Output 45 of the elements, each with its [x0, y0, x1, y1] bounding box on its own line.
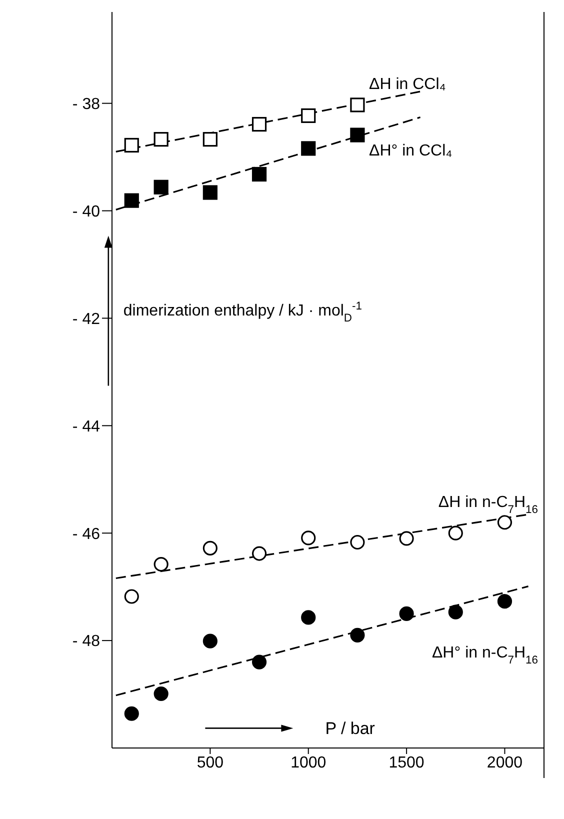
point	[252, 116, 267, 132]
point	[202, 185, 218, 200]
point	[202, 634, 218, 648]
y-tick-label: - 48	[72, 633, 100, 650]
point	[497, 515, 512, 530]
point	[202, 132, 218, 147]
x-tick-label: 1500	[388, 754, 424, 772]
x-axis-title: P / bar	[325, 719, 376, 738]
point	[252, 546, 267, 561]
point	[124, 138, 139, 153]
x-tick-label: 1000	[290, 754, 326, 772]
point	[301, 530, 316, 546]
series-label: ΔH° in CCl₄	[369, 142, 452, 160]
point	[154, 686, 168, 702]
point	[350, 98, 365, 112]
point	[350, 628, 365, 642]
point	[154, 132, 168, 147]
point	[252, 166, 267, 182]
point	[124, 706, 139, 721]
point	[154, 556, 168, 572]
point	[154, 180, 168, 194]
point	[350, 128, 365, 142]
point	[301, 108, 316, 123]
x-tick-label: 2000	[486, 754, 523, 772]
point	[124, 589, 139, 604]
y-tick-label: - 46	[72, 526, 100, 543]
y-tick-label: - 44	[72, 418, 100, 436]
point	[252, 654, 267, 670]
point	[448, 604, 463, 620]
point	[202, 540, 218, 556]
y-tick-label: - 42	[72, 310, 100, 328]
x-tick-label: 500	[196, 754, 224, 772]
point	[399, 531, 414, 546]
point	[448, 526, 463, 540]
point	[301, 610, 316, 625]
point	[350, 534, 365, 550]
point	[124, 193, 139, 208]
point	[497, 594, 512, 609]
y-tick-label: - 38	[72, 96, 100, 114]
point	[399, 606, 414, 621]
y-tick-label: - 40	[72, 203, 100, 220]
text: ΔH° in n-C$_{7}$H$_{16}$	[432, 644, 538, 667]
series-label: ΔH in CCl₄	[369, 76, 446, 93]
series-label: ΔH in n-C$_{7}$H$_{16}$	[438, 494, 538, 516]
point	[301, 141, 316, 156]
